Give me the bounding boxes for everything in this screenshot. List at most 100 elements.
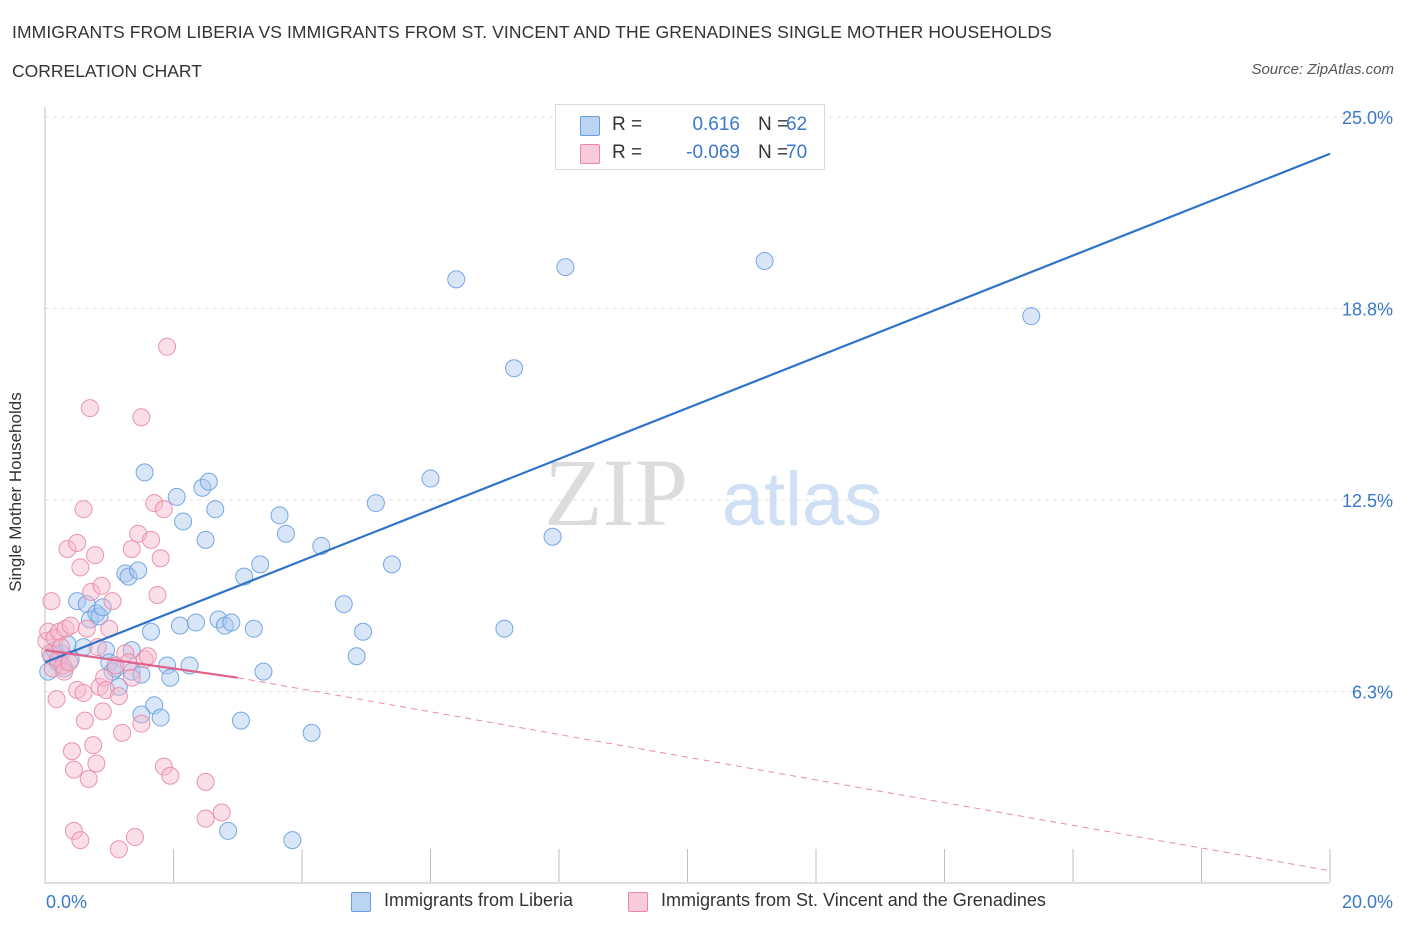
data-point-liberia bbox=[167, 487, 186, 506]
data-point-liberia bbox=[347, 647, 366, 666]
data-point-liberia bbox=[1022, 307, 1041, 326]
source-label: Source: ZipAtlas.com bbox=[1251, 61, 1394, 78]
data-point-liberia bbox=[755, 252, 774, 271]
watermark-atlas: atlas bbox=[722, 457, 883, 542]
data-point-st-vincent bbox=[58, 540, 77, 559]
data-point-liberia bbox=[129, 561, 148, 580]
data-point-st-vincent bbox=[92, 576, 111, 595]
data-point-liberia bbox=[170, 616, 189, 635]
data-point-st-vincent bbox=[86, 546, 105, 565]
legend-swatch-blue bbox=[580, 116, 600, 136]
y-tick-label: 18.8% bbox=[1342, 300, 1393, 320]
data-point-st-vincent bbox=[79, 769, 98, 788]
data-point-liberia bbox=[119, 567, 138, 586]
data-point-st-vincent bbox=[77, 619, 96, 638]
series-label-liberia: Immigrants from Liberia bbox=[384, 890, 574, 910]
data-point-st-vincent bbox=[161, 766, 180, 785]
data-point-liberia bbox=[276, 524, 295, 543]
trend-line-liberia bbox=[44, 152, 1331, 664]
tick-labels: 6.3% 12.5% 18.8% 25.0% 0.0% 20.0% bbox=[46, 108, 1393, 912]
data-point-liberia bbox=[219, 821, 238, 840]
data-point-st-vincent bbox=[122, 540, 141, 559]
data-point-liberia bbox=[196, 530, 215, 549]
data-point-st-vincent bbox=[103, 592, 122, 611]
y-tick-label: 25.0% bbox=[1342, 108, 1393, 128]
data-point-st-vincent bbox=[68, 533, 87, 552]
y-tick-label: 12.5% bbox=[1342, 491, 1393, 511]
data-point-liberia bbox=[354, 622, 373, 641]
legend-r-value: 0.616 bbox=[692, 114, 740, 135]
data-point-liberia bbox=[186, 613, 205, 632]
data-point-st-vincent bbox=[145, 494, 164, 513]
legend-n-value: 62 bbox=[786, 114, 808, 135]
data-point-liberia bbox=[543, 527, 562, 546]
axes bbox=[44, 107, 1331, 884]
data-point-st-vincent bbox=[196, 809, 215, 828]
data-point-st-vincent bbox=[42, 592, 61, 611]
data-point-liberia bbox=[161, 668, 180, 687]
data-point-st-vincent bbox=[196, 772, 215, 791]
points-st-vincent bbox=[37, 337, 231, 859]
data-point-st-vincent bbox=[125, 828, 144, 847]
data-point-st-vincent bbox=[151, 549, 170, 568]
grid-lines bbox=[45, 116, 1395, 692]
data-point-st-vincent bbox=[71, 558, 90, 577]
series-label-st-vincent: Immigrants from St. Vincent and the Gren… bbox=[661, 890, 1046, 910]
data-point-st-vincent bbox=[74, 500, 93, 519]
data-point-st-vincent bbox=[132, 408, 151, 427]
data-point-st-vincent bbox=[87, 754, 106, 773]
legend-r-value: -0.069 bbox=[686, 142, 740, 163]
chart-subtitle: CORRELATION CHART bbox=[12, 61, 202, 81]
data-point-liberia bbox=[251, 555, 270, 574]
data-point-st-vincent bbox=[80, 399, 99, 418]
data-point-liberia bbox=[199, 472, 218, 491]
data-point-st-vincent bbox=[64, 760, 83, 779]
x-tick-label-max: 20.0% bbox=[1342, 892, 1393, 912]
data-point-liberia bbox=[222, 613, 241, 632]
legend-r-label: R = bbox=[612, 114, 643, 135]
data-point-liberia bbox=[142, 622, 161, 641]
points-liberia bbox=[39, 252, 1041, 850]
data-point-st-vincent bbox=[71, 831, 90, 850]
chart-title: IMMIGRANTS FROM LIBERIA VS IMMIGRANTS FR… bbox=[12, 22, 1052, 42]
data-point-st-vincent bbox=[132, 714, 151, 733]
data-point-st-vincent bbox=[122, 668, 141, 687]
data-point-st-vincent bbox=[74, 684, 93, 703]
data-point-liberia bbox=[206, 500, 225, 519]
data-point-st-vincent bbox=[47, 690, 66, 709]
data-point-liberia bbox=[68, 592, 87, 611]
data-point-liberia bbox=[366, 494, 385, 513]
y-tick-label: 6.3% bbox=[1352, 683, 1393, 703]
data-point-st-vincent bbox=[212, 803, 231, 822]
data-point-st-vincent bbox=[60, 653, 79, 672]
data-point-st-vincent bbox=[64, 821, 83, 840]
data-point-liberia bbox=[132, 705, 151, 724]
data-point-liberia bbox=[231, 711, 250, 730]
data-point-liberia bbox=[135, 463, 154, 482]
trend-line-st-vincent bbox=[44, 649, 238, 679]
data-point-st-vincent bbox=[148, 585, 167, 604]
data-point-liberia bbox=[556, 258, 575, 277]
legend-swatch-pink bbox=[580, 144, 600, 164]
data-point-liberia bbox=[151, 708, 170, 727]
data-point-st-vincent bbox=[84, 736, 103, 755]
trend-lines bbox=[44, 152, 1331, 872]
data-point-liberia bbox=[505, 359, 524, 378]
legend-n-value: 70 bbox=[786, 142, 808, 163]
data-point-liberia bbox=[283, 831, 302, 850]
data-point-liberia bbox=[132, 665, 151, 684]
data-point-liberia bbox=[93, 598, 112, 617]
data-point-st-vincent bbox=[142, 530, 161, 549]
data-point-liberia bbox=[334, 595, 353, 614]
legend-r-label: R = bbox=[612, 142, 643, 163]
data-point-liberia bbox=[270, 506, 289, 525]
data-point-st-vincent bbox=[138, 647, 157, 666]
correlation-legend: R = 0.616 N = 62 R = -0.069 N = 70 bbox=[555, 104, 825, 170]
data-point-st-vincent bbox=[61, 616, 80, 635]
watermark-zip: ZIP bbox=[544, 439, 688, 546]
data-point-st-vincent bbox=[55, 662, 74, 681]
data-point-liberia bbox=[254, 662, 273, 681]
series-swatch-blue bbox=[351, 892, 371, 912]
data-point-st-vincent bbox=[109, 687, 128, 706]
